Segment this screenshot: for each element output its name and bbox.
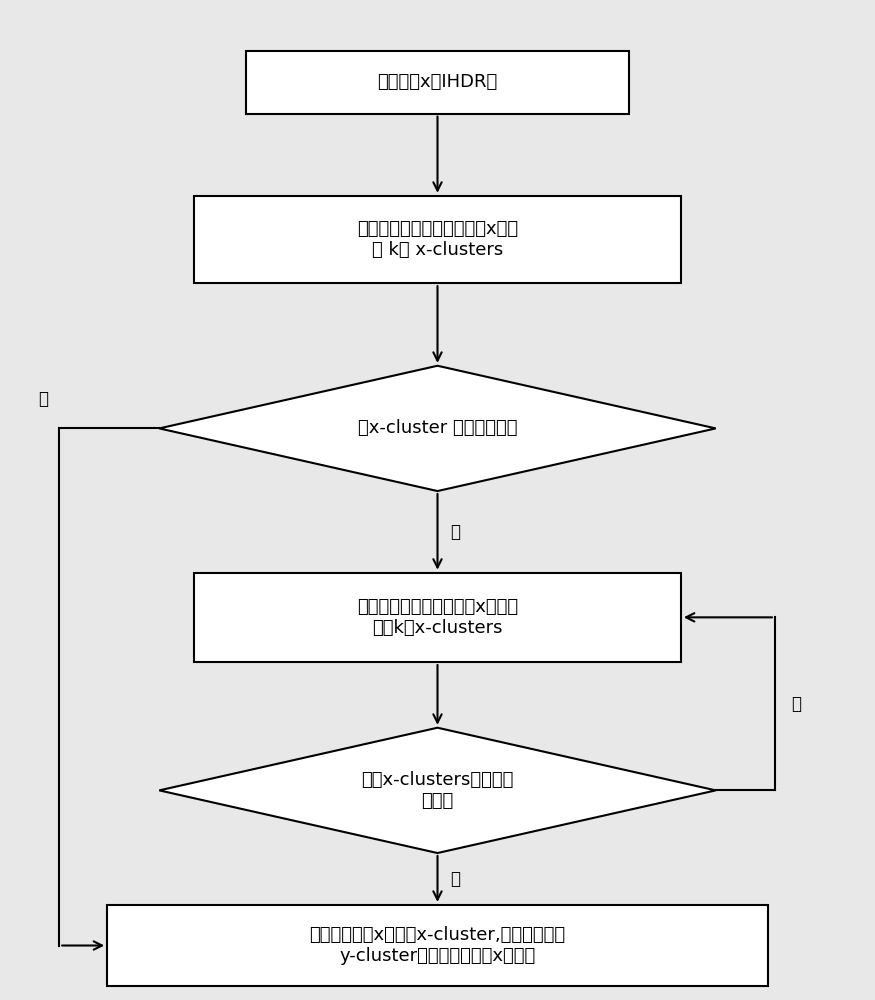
FancyBboxPatch shape <box>246 51 629 114</box>
Text: 是: 是 <box>451 870 460 888</box>
Text: 找出其中距离x最近的x-cluster,输出与其对应
y-cluster的均値作为对应x的输出: 找出其中距离x最近的x-cluster,输出与其对应 y-cluster的均値作… <box>310 926 565 965</box>
Polygon shape <box>159 728 716 853</box>
Text: 所有x-clusters均为叶子
节点？: 所有x-clusters均为叶子 节点？ <box>361 771 514 810</box>
FancyBboxPatch shape <box>107 905 768 986</box>
FancyBboxPatch shape <box>194 573 681 662</box>
Text: 找出其所有孩子节点中与x距离最
近的k个x-clusters: 找出其所有孩子节点中与x距离最 近的k个x-clusters <box>357 598 518 637</box>
FancyBboxPatch shape <box>194 196 681 283</box>
Text: 若x-cluster 是孩子节点？: 若x-cluster 是孩子节点？ <box>358 419 517 437</box>
Text: 否: 否 <box>792 695 802 713</box>
Text: 是: 是 <box>451 523 460 541</box>
Text: 从树的根节点起，找出距离x最近
的 k个 x-clusters: 从树的根节点起，找出距离x最近 的 k个 x-clusters <box>357 220 518 259</box>
Polygon shape <box>159 366 716 491</box>
Text: 给定样本x和IHDR树: 给定样本x和IHDR树 <box>377 73 498 91</box>
Text: 否: 否 <box>38 390 49 408</box>
